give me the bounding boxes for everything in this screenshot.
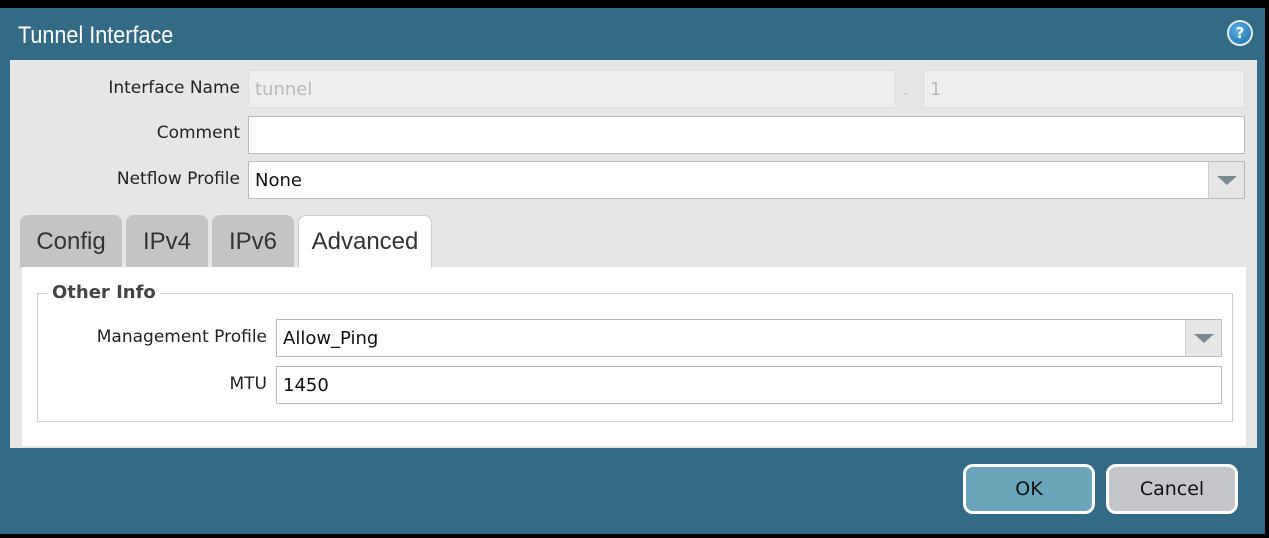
tab-ipv4[interactable]: IPv4 (126, 215, 208, 268)
other-info-section: Other Info Management Profile Allow_Ping… (37, 282, 1233, 422)
dialog-body: Interface Name tunnel . 1 Comment Netflo… (10, 60, 1257, 448)
interface-suffix-input: 1 (923, 70, 1245, 108)
interface-separator: . (903, 80, 909, 100)
tab-advanced[interactable]: Advanced (298, 215, 432, 268)
comment-input[interactable] (248, 116, 1245, 154)
dialog-title: Tunnel Interface (18, 22, 174, 49)
tab-ipv6[interactable]: IPv6 (212, 215, 294, 268)
cancel-button[interactable]: Cancel (1106, 464, 1238, 514)
comment-label: Comment (156, 123, 240, 143)
help-icon[interactable]: ? (1227, 20, 1253, 46)
netflow-profile-value: None (255, 169, 302, 191)
tab-config[interactable]: Config (20, 215, 122, 268)
management-profile-label: Management Profile (96, 327, 267, 347)
interface-name-input: tunnel (248, 70, 896, 108)
ok-button[interactable]: OK (963, 464, 1095, 514)
management-profile-value: Allow_Ping (283, 327, 379, 349)
mtu-label: MTU (229, 374, 268, 394)
tunnel-interface-dialog: Tunnel Interface ? Interface Name tunnel… (0, 8, 1265, 534)
chevron-down-icon[interactable] (1208, 162, 1244, 198)
mtu-input[interactable]: 1450 (276, 366, 1222, 404)
advanced-panel: Other Info Management Profile Allow_Ping… (22, 267, 1246, 446)
section-title: Other Info (48, 282, 160, 303)
netflow-profile-select[interactable]: None (248, 161, 1245, 199)
chevron-down-icon[interactable] (1185, 320, 1221, 356)
management-profile-select[interactable]: Allow_Ping (276, 319, 1222, 357)
interface-name-label: Interface Name (108, 78, 240, 98)
netflow-profile-label: Netflow Profile (116, 169, 240, 189)
